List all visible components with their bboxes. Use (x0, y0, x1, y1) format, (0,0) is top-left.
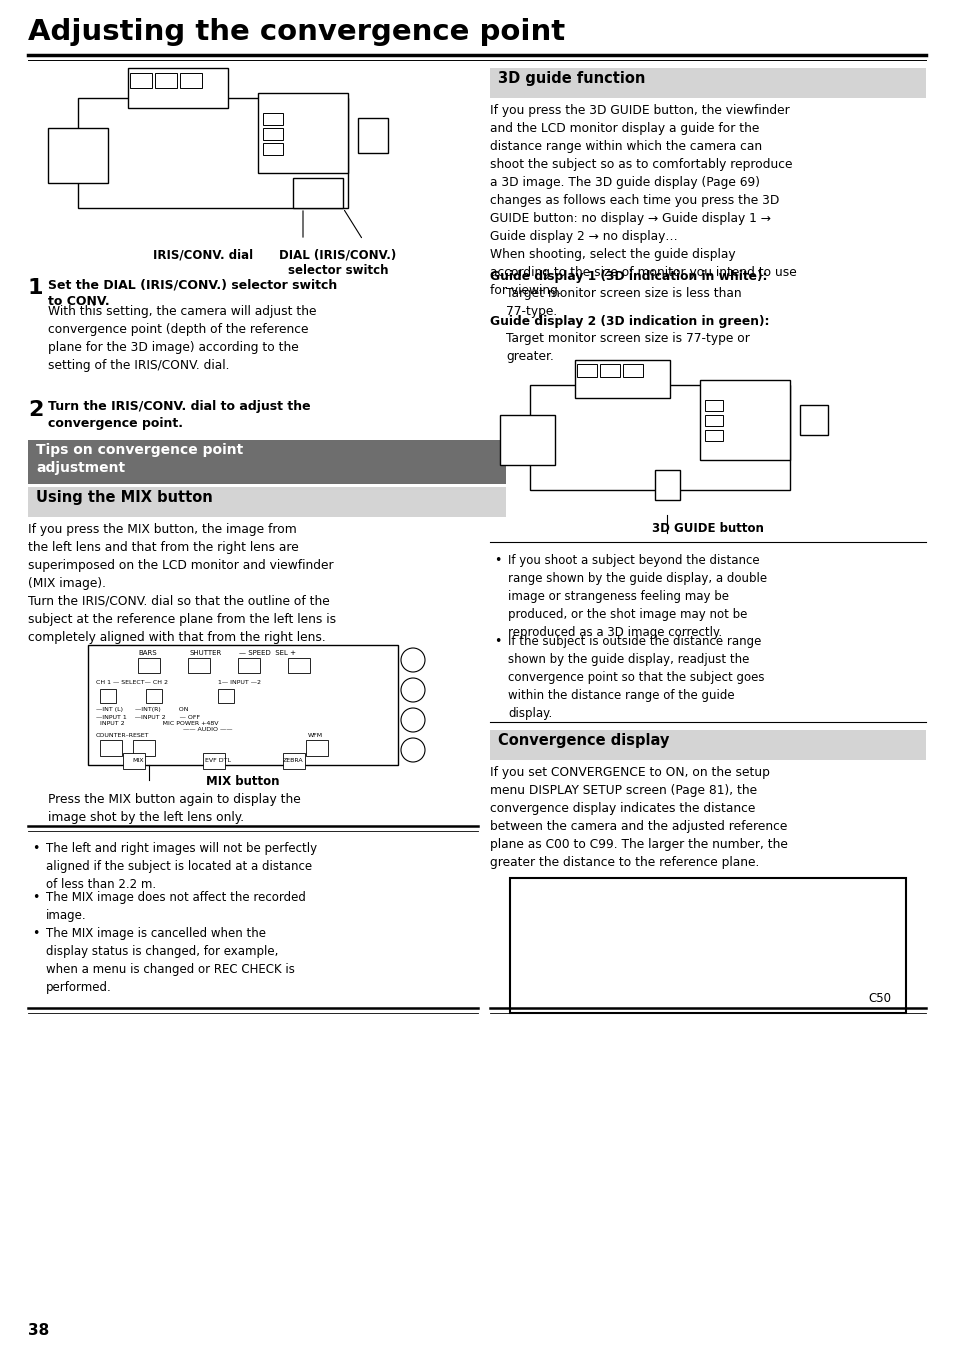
Text: ZEBRA: ZEBRA (282, 758, 303, 764)
Bar (138, 658, 160, 673)
Bar (203, 753, 225, 769)
Text: Convergence display: Convergence display (497, 733, 669, 747)
Text: 38: 38 (28, 1323, 50, 1338)
Text: MIX: MIX (132, 758, 144, 764)
Text: — SPEED  SEL +: — SPEED SEL + (239, 650, 296, 655)
Bar (622, 364, 642, 376)
Text: 3D guide function: 3D guide function (497, 70, 644, 87)
Text: Guide display 1 (3D indication in white):: Guide display 1 (3D indication in white)… (490, 269, 767, 283)
Bar (100, 689, 116, 703)
Bar (800, 405, 827, 435)
Bar (490, 68, 925, 97)
Text: —INPUT 1    —INPUT 2       — OFF: —INPUT 1 —INPUT 2 — OFF (96, 715, 200, 720)
Text: The left and right images will not be perfectly
aligned if the subject is locate: The left and right images will not be pe… (46, 842, 316, 891)
Bar (288, 658, 310, 673)
Bar (490, 730, 925, 760)
Bar (700, 380, 789, 460)
Bar (263, 112, 283, 125)
Bar (88, 645, 397, 765)
Text: 1: 1 (28, 278, 44, 298)
Bar (263, 129, 283, 139)
Bar (100, 741, 122, 756)
Text: COUNTER–RESET: COUNTER–RESET (96, 733, 150, 738)
Text: INPUT 2                   MIC POWER +48V: INPUT 2 MIC POWER +48V (96, 720, 218, 726)
Text: •: • (494, 635, 501, 647)
Text: If the subject is outside the distance range
shown by the guide display, readjus: If the subject is outside the distance r… (507, 635, 763, 719)
Bar (293, 177, 343, 209)
Text: 3D GUIDE button: 3D GUIDE button (652, 523, 763, 535)
Text: DIAL (IRIS/CONV.)
selector switch: DIAL (IRIS/CONV.) selector switch (279, 248, 396, 278)
Bar (357, 118, 388, 153)
Bar (48, 129, 108, 183)
Bar (237, 658, 260, 673)
Bar (306, 741, 328, 756)
Bar (28, 487, 505, 517)
Bar (180, 73, 202, 88)
Bar (218, 689, 233, 703)
Text: •: • (32, 891, 39, 904)
Text: —INT (L)      —INT(R)         ON: —INT (L) —INT(R) ON (96, 707, 189, 712)
Text: If you shoot a subject beyond the distance
range shown by the guide display, a d: If you shoot a subject beyond the distan… (507, 554, 766, 639)
Text: Guide display 2 (3D indication in green):: Guide display 2 (3D indication in green)… (490, 315, 769, 328)
Bar (499, 414, 555, 464)
Bar (263, 144, 283, 154)
Text: •: • (32, 926, 39, 940)
Text: Turn the IRIS/CONV. dial to adjust the
convergence point.: Turn the IRIS/CONV. dial to adjust the c… (48, 399, 311, 431)
Text: Target monitor screen size is 77-type or
greater.: Target monitor screen size is 77-type or… (505, 332, 749, 363)
Bar (188, 658, 210, 673)
Text: Using the MIX button: Using the MIX button (36, 490, 213, 505)
Bar (28, 440, 505, 483)
Bar (704, 431, 722, 441)
Text: CH 1 — SELECT— CH 2: CH 1 — SELECT— CH 2 (96, 680, 168, 685)
Text: If you press the 3D GUIDE button, the viewfinder
and the LCD monitor display a g: If you press the 3D GUIDE button, the vi… (490, 104, 796, 297)
Bar (123, 753, 145, 769)
Bar (154, 73, 177, 88)
Bar (510, 877, 905, 1013)
Bar (575, 360, 669, 398)
Text: SHUTTER: SHUTTER (190, 650, 222, 655)
Text: If you press the MIX button, the image from
the left lens and that from the righ: If you press the MIX button, the image f… (28, 523, 335, 645)
Bar (78, 97, 348, 209)
Text: Set the DIAL (IRIS/CONV.) selector switch
to CONV.: Set the DIAL (IRIS/CONV.) selector switc… (48, 278, 337, 307)
Bar (704, 399, 722, 412)
Bar (577, 364, 597, 376)
Text: —— AUDIO ——: —— AUDIO —— (183, 727, 233, 733)
Text: Adjusting the convergence point: Adjusting the convergence point (28, 18, 564, 46)
Text: C50: C50 (867, 992, 890, 1005)
Bar (146, 689, 162, 703)
Text: 2: 2 (28, 399, 43, 420)
Text: Target monitor screen size is less than
77-type.: Target monitor screen size is less than … (505, 287, 740, 318)
Bar (130, 73, 152, 88)
Text: EVF DTL: EVF DTL (205, 758, 231, 764)
Text: BARS: BARS (138, 650, 157, 655)
Bar (128, 68, 228, 108)
Text: MIX button: MIX button (206, 774, 279, 788)
Bar (655, 470, 679, 500)
Text: •: • (494, 554, 501, 567)
Text: •: • (32, 842, 39, 854)
Bar (132, 741, 154, 756)
Text: The MIX image is cancelled when the
display status is changed, for example,
when: The MIX image is cancelled when the disp… (46, 926, 294, 994)
Text: Tips on convergence point
adjustment: Tips on convergence point adjustment (36, 443, 243, 475)
Text: IRIS/CONV. dial: IRIS/CONV. dial (152, 248, 253, 261)
Text: If you set CONVERGENCE to ON, on the setup
menu DISPLAY SETUP screen (Page 81), : If you set CONVERGENCE to ON, on the set… (490, 766, 787, 869)
Bar (530, 385, 789, 490)
Bar (599, 364, 619, 376)
Text: Press the MIX button again to display the
image shot by the left lens only.: Press the MIX button again to display th… (48, 793, 300, 825)
Bar (704, 414, 722, 427)
Bar (257, 93, 348, 173)
Text: The MIX image does not affect the recorded
image.: The MIX image does not affect the record… (46, 891, 306, 922)
Text: WFM: WFM (308, 733, 323, 738)
Bar (283, 753, 305, 769)
Text: 1— INPUT —2: 1— INPUT —2 (218, 680, 261, 685)
Text: With this setting, the camera will adjust the
convergence point (depth of the re: With this setting, the camera will adjus… (48, 305, 316, 372)
